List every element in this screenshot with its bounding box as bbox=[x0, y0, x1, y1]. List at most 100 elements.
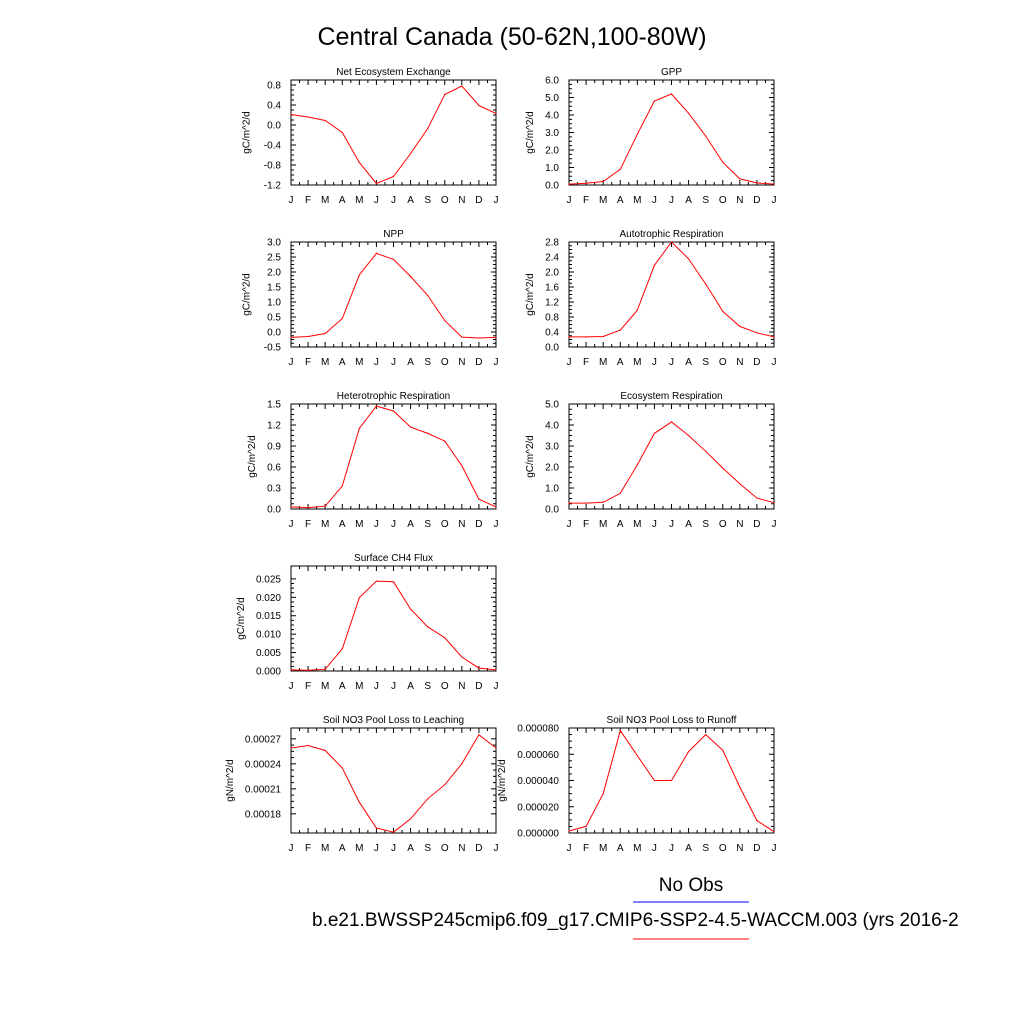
data-point bbox=[687, 751, 690, 753]
data-point bbox=[341, 485, 343, 487]
y-axis-label: gC/m^2/d bbox=[236, 597, 247, 640]
data-point bbox=[478, 667, 480, 669]
y-tick-label: 2.0 bbox=[545, 463, 559, 474]
x-tick-label: J bbox=[494, 195, 499, 206]
x-tick-label: S bbox=[702, 195, 709, 206]
data-point bbox=[375, 405, 378, 407]
data-point bbox=[358, 274, 360, 276]
x-tick-label: J bbox=[772, 519, 777, 530]
x-tick-label: N bbox=[458, 843, 465, 854]
data-point bbox=[358, 161, 360, 164]
data-point bbox=[375, 827, 378, 829]
data-point bbox=[290, 336, 292, 338]
x-tick-label: N bbox=[736, 195, 743, 206]
x-tick-label: J bbox=[772, 195, 777, 206]
x-tick-label: M bbox=[633, 519, 641, 530]
data-point bbox=[705, 135, 707, 137]
y-tick-label: 4.0 bbox=[545, 111, 559, 122]
panel-frame bbox=[568, 79, 775, 186]
data-point bbox=[739, 786, 741, 788]
data-point bbox=[687, 434, 690, 437]
data-point bbox=[739, 325, 741, 327]
data-point bbox=[705, 450, 707, 452]
series-line bbox=[568, 93, 775, 185]
x-tick-label: M bbox=[599, 195, 607, 206]
data-point bbox=[495, 112, 497, 115]
y-tick-label: 0.9 bbox=[267, 442, 281, 453]
panel-frame bbox=[290, 403, 497, 510]
series-line bbox=[290, 252, 497, 339]
x-tick-label: M bbox=[321, 843, 329, 854]
series-line bbox=[290, 580, 497, 671]
y-tick-label: 0.00024 bbox=[245, 759, 282, 770]
data-point bbox=[653, 264, 656, 266]
y-tick-label: 2.0 bbox=[545, 146, 559, 157]
data-point bbox=[773, 183, 775, 185]
y-axis-label: gC/m^2/d bbox=[525, 111, 536, 154]
y-tick-label: 0.00021 bbox=[245, 784, 282, 795]
x-tick-label: F bbox=[305, 357, 311, 368]
x-tick-label: J bbox=[374, 357, 379, 368]
y-axis-label: gN/m^2/d bbox=[225, 759, 236, 802]
y-tick-label: 0.020 bbox=[256, 593, 281, 604]
data-point bbox=[341, 317, 343, 320]
y-tick-label: 1.5 bbox=[267, 400, 281, 411]
data-point bbox=[756, 497, 758, 499]
y-tick-label: 0.0 bbox=[267, 505, 281, 516]
x-tick-label: N bbox=[458, 681, 465, 692]
data-point bbox=[409, 426, 412, 428]
data-point bbox=[427, 798, 429, 800]
x-tick-label: S bbox=[424, 357, 431, 368]
x-tick-label: F bbox=[583, 519, 589, 530]
y-tick-label: 0.000000 bbox=[517, 829, 559, 840]
x-tick-label: J bbox=[669, 357, 674, 368]
data-point bbox=[341, 648, 343, 650]
data-point bbox=[687, 112, 690, 114]
x-tick-label: D bbox=[475, 357, 482, 368]
y-tick-label: 4.0 bbox=[545, 421, 559, 432]
data-point bbox=[478, 734, 480, 736]
x-tick-label: J bbox=[391, 843, 396, 854]
data-point bbox=[568, 336, 570, 338]
x-tick-label: M bbox=[355, 843, 363, 854]
x-tick-label: N bbox=[458, 195, 465, 206]
data-point bbox=[705, 283, 707, 285]
y-tick-label: 0.4 bbox=[267, 101, 281, 112]
data-point bbox=[722, 749, 724, 751]
y-tick-label: 3.0 bbox=[267, 238, 281, 249]
data-point bbox=[568, 502, 570, 504]
x-tick-label: A bbox=[617, 195, 624, 206]
data-point bbox=[495, 336, 497, 338]
data-point bbox=[756, 819, 758, 822]
x-tick-label: A bbox=[685, 357, 692, 368]
x-tick-label: J bbox=[669, 519, 674, 530]
data-point bbox=[461, 763, 463, 765]
data-point bbox=[341, 767, 343, 769]
data-point bbox=[427, 294, 429, 296]
data-point bbox=[307, 744, 309, 747]
x-tick-label: J bbox=[567, 843, 572, 854]
panel-title: Surface CH4 Flux bbox=[354, 553, 433, 564]
x-tick-label: A bbox=[407, 843, 414, 854]
x-tick-label: A bbox=[617, 843, 624, 854]
series-line bbox=[568, 729, 775, 833]
y-tick-label: 0.005 bbox=[256, 648, 281, 659]
data-point bbox=[324, 119, 326, 122]
data-point bbox=[773, 831, 775, 833]
x-tick-label: D bbox=[753, 195, 760, 206]
y-tick-label: 1.2 bbox=[267, 421, 281, 432]
panel-title: Heterotrophic Respiration bbox=[337, 391, 450, 402]
x-tick-label: N bbox=[458, 357, 465, 368]
x-tick-label: A bbox=[339, 681, 346, 692]
y-tick-label: 1.2 bbox=[545, 298, 559, 309]
data-point bbox=[461, 465, 463, 467]
x-tick-label: O bbox=[719, 357, 727, 368]
y-tick-label: 0.00027 bbox=[245, 734, 282, 745]
data-point bbox=[358, 427, 360, 430]
data-point bbox=[392, 258, 395, 260]
panel-title: NPP bbox=[383, 229, 404, 240]
